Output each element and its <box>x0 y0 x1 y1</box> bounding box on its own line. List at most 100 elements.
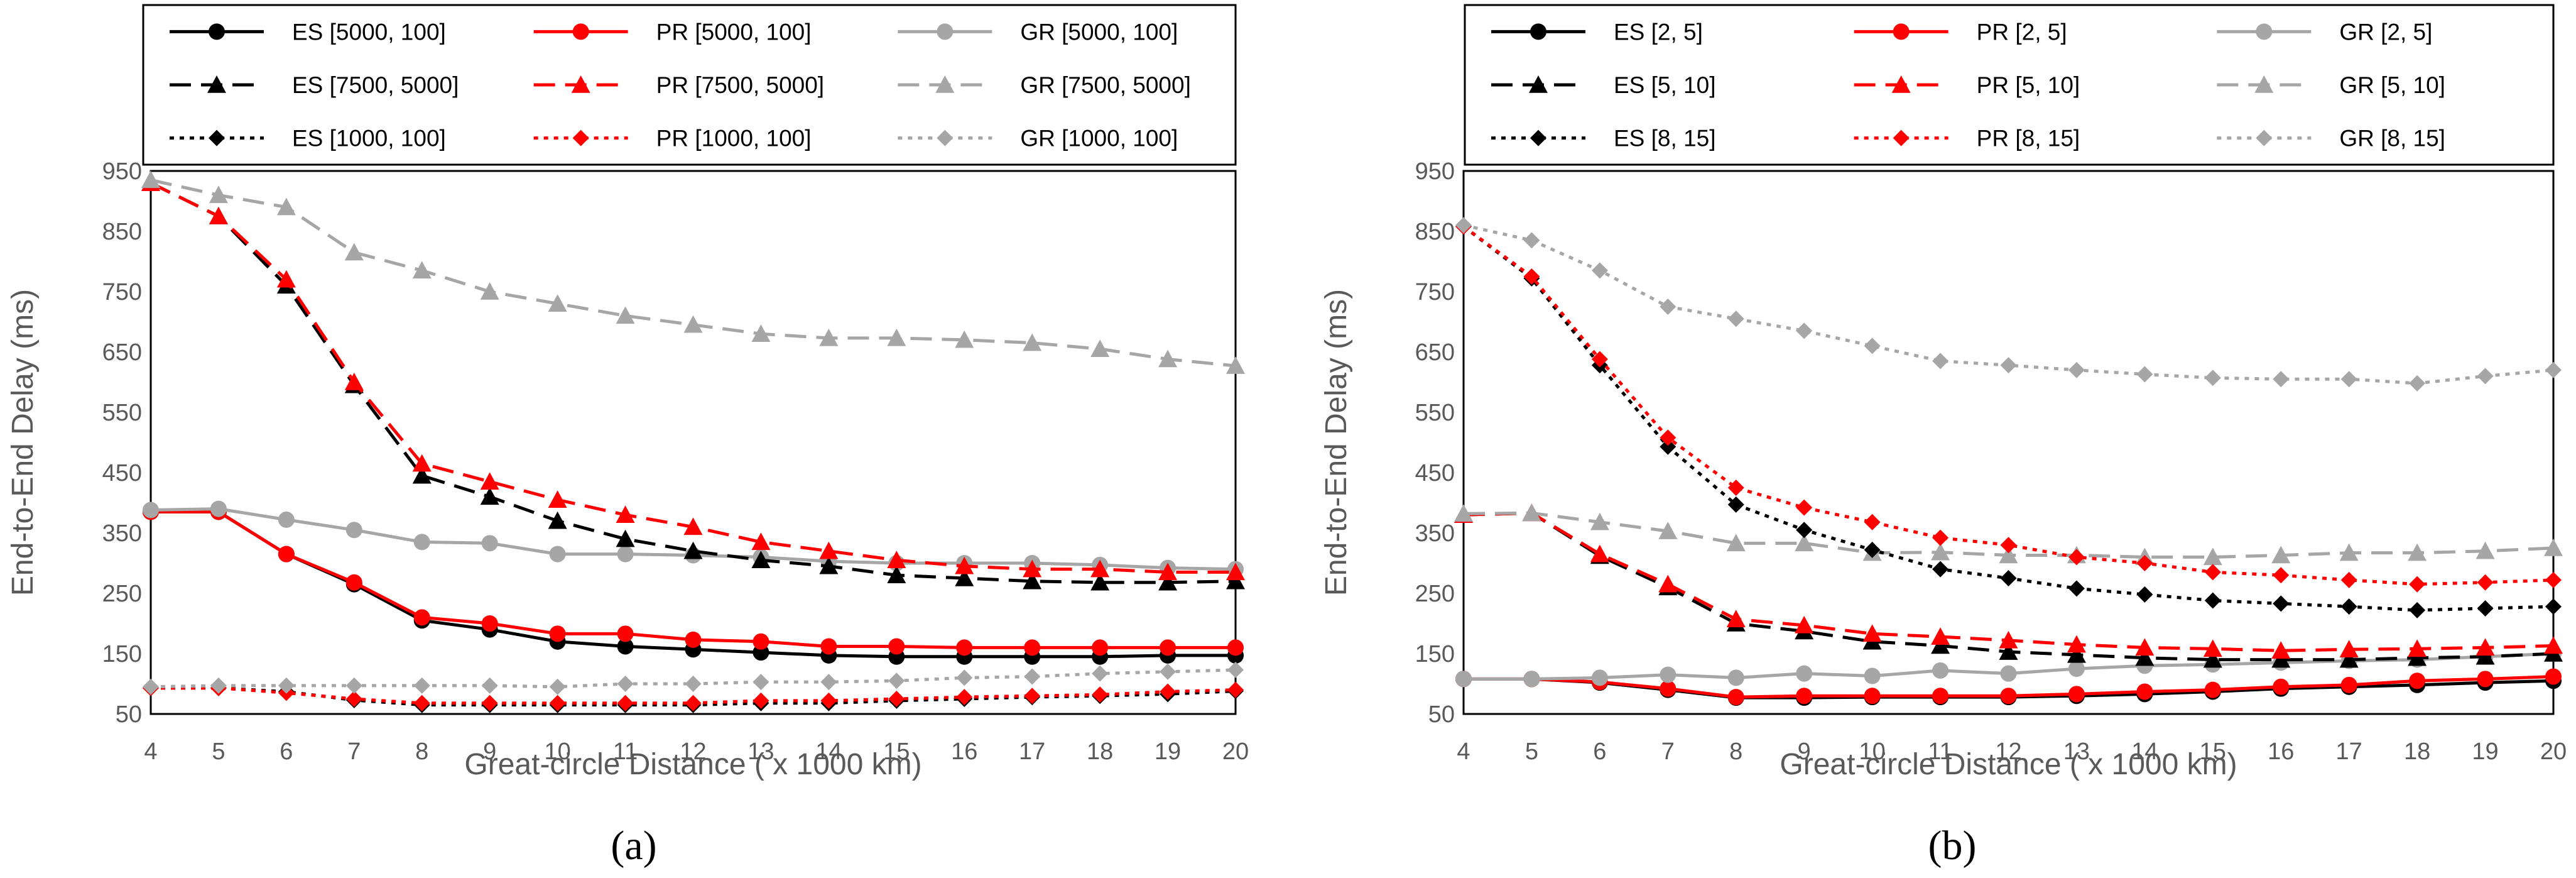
y-tick-label: 350 <box>102 520 142 547</box>
data-point <box>617 625 634 642</box>
data-point <box>345 677 362 694</box>
data-point <box>2273 595 2290 612</box>
data-point <box>2000 537 2017 554</box>
legend-marker <box>1530 129 1546 146</box>
data-point <box>2545 668 2562 685</box>
y-tick-label: 250 <box>102 581 142 607</box>
data-point <box>2477 600 2494 617</box>
data-point <box>412 466 432 484</box>
x-tick-label: 17 <box>1019 738 1045 765</box>
data-point <box>1160 663 1177 680</box>
data-point <box>2475 541 2495 559</box>
y-tick-label: 650 <box>1415 339 1455 366</box>
series-GR [8, 15] <box>1455 217 2562 392</box>
x-tick-label: 9 <box>1798 738 1811 765</box>
legend-entry: GR [2, 5] <box>2217 19 2432 45</box>
data-point <box>2544 636 2563 654</box>
legend-marker <box>1893 129 1910 146</box>
data-point <box>549 546 566 562</box>
data-point <box>753 674 769 691</box>
x-tick-label: 17 <box>2336 738 2362 765</box>
data-point <box>1024 639 1041 656</box>
legend-label: PR [7500, 5000] <box>656 72 824 98</box>
data-point <box>2067 645 2086 663</box>
chart-panel-1: 50 150 250 350 450 550 650 750 850 950 4 5 6 7 8 9 10 11 1… <box>6 4 1249 869</box>
x-tick-label: 13 <box>2063 738 2090 765</box>
data-point <box>2135 648 2155 666</box>
data-point <box>956 669 973 686</box>
x-tick-label: 16 <box>951 738 977 765</box>
data-point <box>1727 310 1744 327</box>
x-tick-label: 7 <box>347 738 361 765</box>
legend-label: PR [5, 10] <box>1977 72 2080 98</box>
data-point <box>278 677 295 694</box>
legend-marker <box>572 129 589 146</box>
data-point <box>549 625 566 642</box>
legend-entry: ES [7500, 5000] <box>170 72 459 98</box>
data-point <box>2067 635 2086 653</box>
legend-label: PR [8, 15] <box>1977 126 2080 151</box>
data-point <box>276 197 296 216</box>
data-point <box>413 677 430 694</box>
x-tick-label: 12 <box>1995 738 2021 765</box>
legend-label: GR [7500, 5000] <box>1020 72 1191 98</box>
data-point <box>685 676 702 692</box>
data-point <box>2339 650 2359 668</box>
legend-marker <box>572 23 589 40</box>
data-point <box>683 315 703 333</box>
legend: ES [2, 5] PR [2, 5] GR [2, 5] ES [5, 10] PR … <box>1464 4 2555 166</box>
legend-marker <box>207 75 226 93</box>
data-point <box>819 541 839 559</box>
x-tick-label: 8 <box>415 738 428 765</box>
data-point <box>2408 648 2427 666</box>
data-point <box>481 677 498 694</box>
data-point <box>888 638 905 655</box>
panel-label: (b) <box>1928 823 1977 869</box>
data-point <box>888 672 905 689</box>
data-point <box>1454 504 1473 522</box>
data-point <box>2409 672 2426 689</box>
legend-entry: ES [8, 15] <box>1491 126 1716 151</box>
x-tick-label: 6 <box>1593 738 1606 765</box>
data-point <box>143 502 159 519</box>
data-point <box>1455 217 1472 234</box>
data-point <box>2340 571 2357 588</box>
x-tick-label: 13 <box>747 738 774 765</box>
x-tick-label: 6 <box>280 738 293 765</box>
series-line <box>1462 225 2554 586</box>
data-point <box>412 454 432 472</box>
data-point <box>1932 529 1949 546</box>
data-point <box>2475 638 2495 656</box>
data-point <box>549 694 566 711</box>
data-point <box>1160 683 1177 700</box>
data-point <box>548 511 567 529</box>
legend-label: ES [1000, 100] <box>292 126 446 151</box>
y-tick-label: 750 <box>1415 279 1455 305</box>
data-point <box>819 556 839 574</box>
data-point <box>1522 503 1541 522</box>
data-point <box>1931 542 1950 561</box>
data-point <box>616 529 635 547</box>
data-point <box>1999 642 2018 660</box>
series-line <box>150 178 1236 368</box>
data-point <box>955 330 974 348</box>
legend-marker <box>2256 23 2273 40</box>
x-tick-label: 4 <box>1457 738 1470 765</box>
data-point <box>276 270 296 288</box>
data-point <box>2340 371 2357 388</box>
data-point <box>1660 680 1677 697</box>
data-point <box>1024 688 1041 705</box>
data-point <box>2273 567 2290 584</box>
legend-entry: PR [2, 5] <box>1854 19 2067 45</box>
data-point <box>955 569 974 586</box>
x-tick-label: 14 <box>2131 738 2158 765</box>
data-point <box>751 532 771 551</box>
x-tick-label: 9 <box>483 738 496 765</box>
data-point <box>1660 438 1677 455</box>
data-point <box>345 574 362 591</box>
data-point <box>2068 580 2085 597</box>
y-tick-label: 650 <box>102 339 142 366</box>
data-point <box>887 566 906 583</box>
data-point <box>1658 522 1678 539</box>
